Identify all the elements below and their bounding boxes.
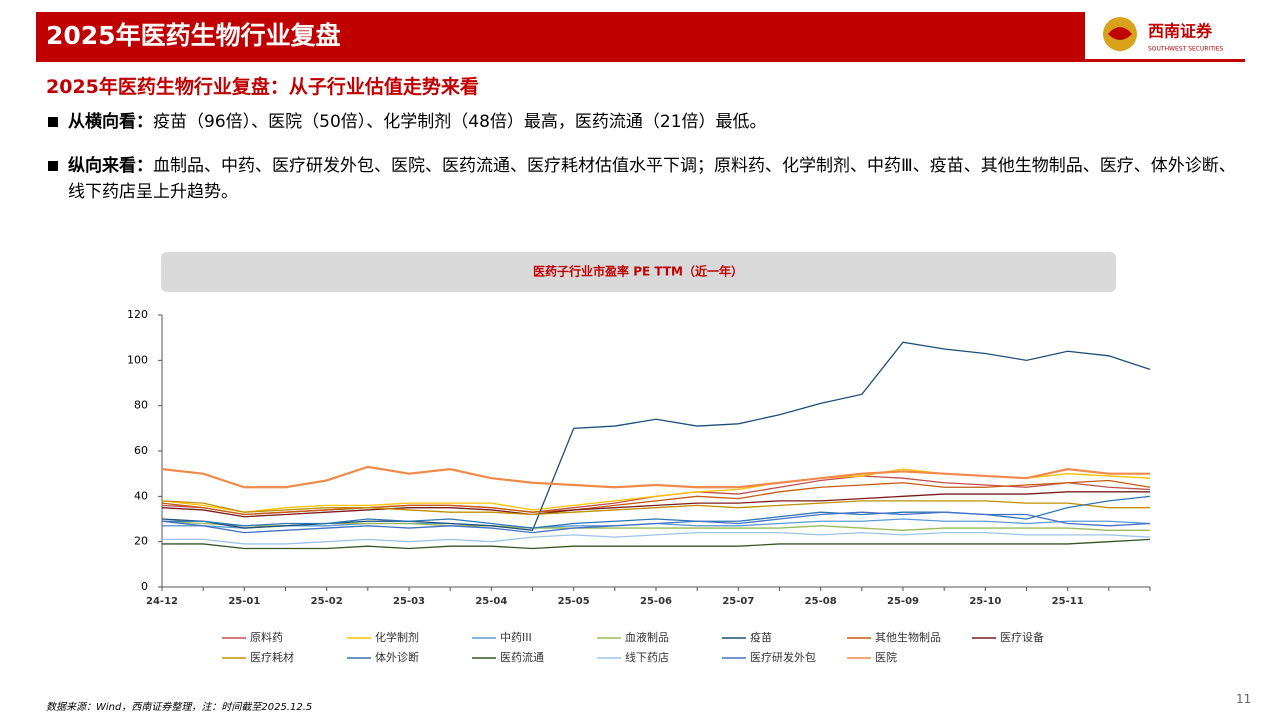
y-tick-label: 20 — [134, 535, 148, 548]
x-tick-label: 24-12 — [146, 596, 178, 607]
logo-text: 西南证券 — [1148, 22, 1213, 41]
chart-title-box — [161, 252, 1116, 292]
subtitle: 2025年医药生物行业复盘：从子行业估值走势来看 — [46, 76, 479, 98]
x-tick-label: 25-07 — [722, 596, 754, 607]
x-tick-label: 25-01 — [228, 596, 260, 607]
x-tick-label: 25-10 — [969, 596, 1001, 607]
legend-label: 中药III — [500, 631, 532, 644]
logo-mark — [1108, 27, 1132, 40]
bullet-label: 纵向来看： — [68, 156, 153, 176]
series-line — [162, 531, 1151, 545]
y-tick-label: 0 — [141, 580, 148, 593]
legend-label: 化学制剂 — [375, 630, 419, 644]
page-number: 11 — [1236, 692, 1252, 706]
bullet-text: 疫苗（96倍）、医院（50倍）、化学制剂（48倍）最高，医药流通（21倍）最低。 — [153, 112, 767, 132]
bullet-text: 血制品、中药、医疗研发外包、医院、医药流通、医疗耗材估值水平下调；原料药、化学制… — [68, 156, 1236, 202]
y-tick-label: 40 — [134, 489, 148, 502]
series-line — [162, 538, 1151, 550]
x-tick-label: 25-05 — [558, 596, 590, 607]
legend-label: 医院 — [875, 650, 897, 664]
bullet: 从横向看：疫苗（96倍）、医院（50倍）、化学制剂（48倍）最高，医药流通（21… — [46, 109, 1241, 135]
x-tick-label: 25-03 — [393, 596, 425, 607]
legend-label: 医疗研发外包 — [750, 650, 816, 664]
series-line — [161, 491, 1150, 518]
chart: 医药子行业市盈率 PE TTM（近一年） 0 20 40 60 80 100 120 24-1… — [127, 252, 1151, 664]
y-tick-label: 60 — [134, 444, 148, 457]
legend-label: 疫苗 — [750, 630, 772, 644]
legend-label: 血液制品 — [625, 630, 669, 644]
logo-subtext: SOUTHWEST SECURITIES — [1148, 46, 1224, 53]
logo: 西南证券 SOUTHWEST SECURITIES — [1103, 17, 1224, 53]
legend-label: 体外诊断 — [375, 650, 419, 664]
x-tick-label: 25-09 — [887, 596, 919, 607]
y-tick-label: 100 — [127, 353, 148, 366]
legend-label: 其他生物制品 — [875, 630, 941, 644]
x-tick-label: 25-04 — [475, 596, 507, 607]
y-tick-label: 80 — [134, 399, 148, 412]
series-line — [161, 500, 1150, 516]
header-title: 2025年医药生物行业复盘 — [36, 12, 1085, 60]
source-note: 数据来源：Wind，西南证券整理，注：时间截至2025.12.5 — [46, 702, 313, 713]
chart-title: 医药子行业市盈率 PE TTM（近一年） — [533, 264, 743, 279]
x-tick-label: 25-02 — [311, 596, 343, 607]
x-tick-label: 25-11 — [1052, 596, 1084, 607]
legend-label: 线下药店 — [625, 650, 669, 664]
series-line — [161, 479, 1151, 516]
series-line — [161, 465, 1150, 489]
legend-label: 医疗耗材 — [250, 650, 294, 664]
header-rule — [36, 59, 1245, 62]
legend-label: 医疗设备 — [1000, 630, 1044, 644]
series-line — [161, 511, 1151, 534]
bullet: 纵向来看：血制品、中药、医疗研发外包、医院、医药流通、医疗耗材估值水平下调；原料… — [46, 153, 1241, 205]
x-tick-label: 25-08 — [805, 596, 837, 607]
y-tick-label: 120 — [127, 308, 148, 321]
legend-label: 原料药 — [250, 630, 283, 644]
x-tick-label: 25-06 — [640, 596, 672, 607]
legend-label: 医药流通 — [500, 650, 544, 664]
bullet-label: 从横向看： — [68, 112, 153, 132]
